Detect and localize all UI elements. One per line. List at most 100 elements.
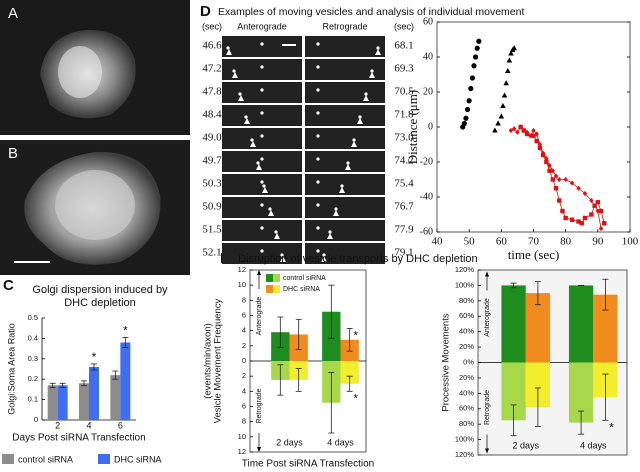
legend-swatch xyxy=(98,454,110,464)
direction-arrowhead xyxy=(485,448,489,454)
chart-title: Examples of moving vesicles and analysis… xyxy=(218,6,524,18)
panel-letter: C xyxy=(3,277,14,294)
y-tick-label: 0.5 xyxy=(28,313,38,322)
vesicle xyxy=(260,157,264,161)
x-axis-label: Time Post siRNA Transfection xyxy=(242,459,374,470)
vesicle xyxy=(346,161,350,165)
point xyxy=(498,113,505,119)
point xyxy=(531,133,536,138)
significance: * xyxy=(353,329,358,343)
bar-down xyxy=(340,361,359,384)
point xyxy=(563,215,568,221)
arrowhead xyxy=(226,49,232,55)
legend-label: control siRNA xyxy=(283,275,326,282)
legend-swatch xyxy=(266,285,273,293)
y-tick-label: 120% xyxy=(455,265,475,274)
legend-label: DHC siRNA xyxy=(283,286,320,293)
vesicle xyxy=(232,69,236,73)
vesicle xyxy=(268,207,272,211)
y-tick-label: 6 xyxy=(242,310,246,319)
y-tick-label: 20% xyxy=(459,342,474,351)
y-tick-label: 12 xyxy=(238,265,246,274)
panel-letter: A xyxy=(8,5,18,22)
point xyxy=(550,177,555,182)
y-tick-label: 0.2 xyxy=(28,374,38,383)
y-axis-label: Distance (μm) xyxy=(405,90,420,164)
frame-strip xyxy=(305,36,385,57)
y-tick-label: -40 xyxy=(420,191,433,202)
vesicle xyxy=(316,111,320,115)
point xyxy=(534,138,539,144)
x-tick-label: 2 days xyxy=(276,437,303,447)
frame-strip xyxy=(305,82,385,103)
point xyxy=(495,120,501,126)
y-tick-label: 80% xyxy=(459,419,474,428)
arrowhead xyxy=(339,187,345,193)
frame-time: 50.9 xyxy=(202,201,222,213)
vesicle xyxy=(316,157,320,161)
legend-swatch xyxy=(266,274,273,282)
frame-time: 47.8 xyxy=(202,86,222,98)
frame-strip xyxy=(305,128,385,149)
point xyxy=(508,50,514,56)
arrowhead xyxy=(363,95,369,101)
frame-strip xyxy=(222,197,302,218)
y-tick-label: 0% xyxy=(463,357,474,366)
point xyxy=(582,215,588,221)
vesicle xyxy=(316,226,320,230)
frame-strip xyxy=(222,59,302,80)
point xyxy=(582,190,588,197)
point xyxy=(506,57,513,63)
frame-time: 48.4 xyxy=(202,109,222,121)
frame-time: 74.2 xyxy=(394,155,413,167)
frame-time: 70.5 xyxy=(394,86,414,98)
y-tick-label: 20 xyxy=(423,86,433,97)
point xyxy=(524,129,530,135)
y-tick-label: 100% xyxy=(455,280,475,289)
x-tick-label: 40 xyxy=(432,236,444,248)
significance: * xyxy=(123,324,128,338)
vesicle xyxy=(260,111,264,115)
x-tick-label: 2 xyxy=(55,420,60,430)
frame-strip xyxy=(222,105,302,126)
y-tick-label: 0 xyxy=(428,121,433,132)
point xyxy=(531,127,536,134)
frame-strip xyxy=(305,220,385,241)
frame-strip xyxy=(222,128,302,149)
column-unit: (sec) xyxy=(394,21,414,31)
frame-time: 46.6 xyxy=(202,40,222,52)
y-tick-label: 0 xyxy=(242,356,246,365)
y-tick-label: 60 xyxy=(423,16,433,27)
point xyxy=(602,221,607,226)
bar xyxy=(47,385,58,420)
frame-time: 73.0 xyxy=(394,132,414,144)
direction-label: Retrograde xyxy=(484,390,491,425)
arrowhead xyxy=(357,118,363,124)
frame-strip xyxy=(222,174,302,195)
y-tick-label: -20 xyxy=(420,156,433,167)
point xyxy=(579,221,584,226)
direction-label: Retrograde xyxy=(256,388,263,423)
point xyxy=(576,185,581,191)
point xyxy=(550,168,555,174)
frame-time: 77.9 xyxy=(394,224,414,236)
vesicle xyxy=(250,138,254,142)
frame-time: 49.0 xyxy=(202,132,222,144)
x-tick-label: 6 xyxy=(118,420,123,430)
y-tick-label: 6 xyxy=(242,401,246,410)
direction-arrowhead xyxy=(485,271,489,277)
point xyxy=(518,124,523,130)
y-tick-label: 0.1 xyxy=(28,395,38,404)
point xyxy=(463,115,469,121)
y-tick-label: 40 xyxy=(423,51,433,62)
arrowhead xyxy=(232,72,238,78)
legend-swatch xyxy=(273,285,280,293)
point xyxy=(511,45,517,51)
arrowhead xyxy=(369,72,375,78)
y-tick-label: 2 xyxy=(242,341,246,350)
point xyxy=(553,173,559,179)
point xyxy=(528,133,533,139)
point xyxy=(512,126,517,132)
bar xyxy=(57,385,68,420)
frame-time: 52.1 xyxy=(202,247,221,259)
